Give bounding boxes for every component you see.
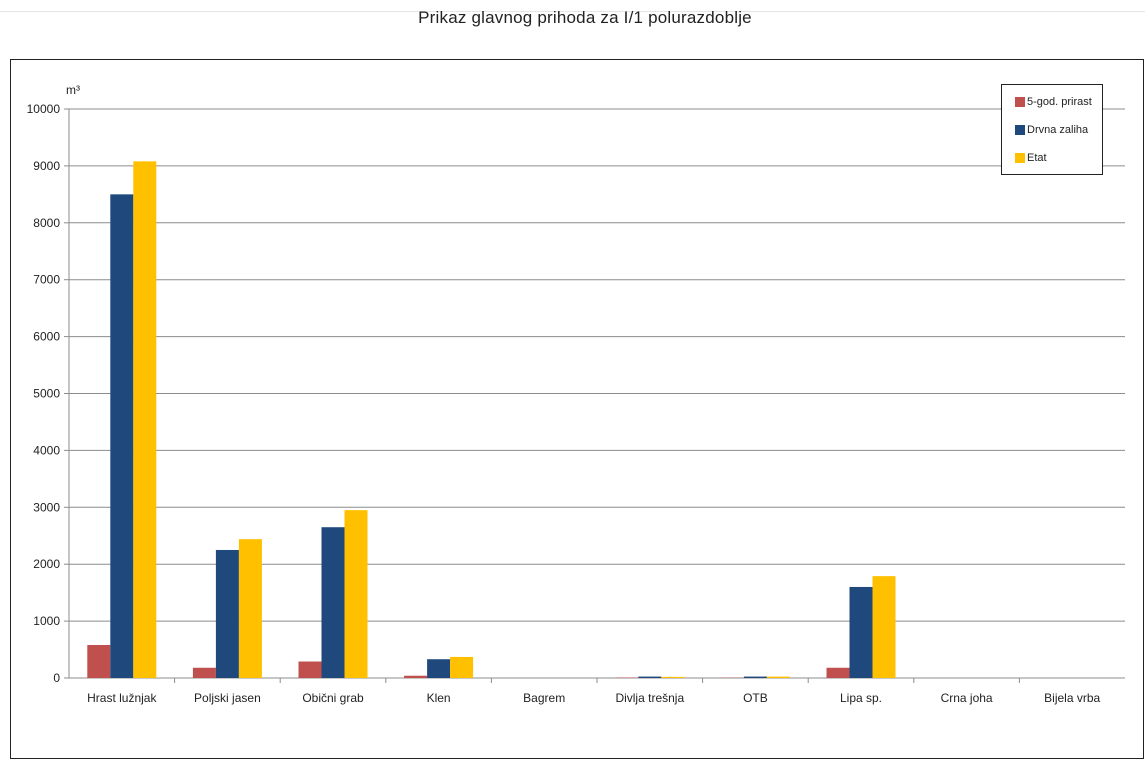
bar-etat	[133, 161, 156, 678]
y-tick-label: 3000	[33, 500, 60, 514]
y-tick-label: 7000	[33, 273, 60, 287]
legend-label: Etat	[1027, 152, 1047, 164]
legend-swatch	[1015, 125, 1025, 135]
bar-drvna-zaliha	[322, 527, 345, 678]
bar-drvna-zaliha	[850, 587, 873, 678]
legend-swatch	[1015, 153, 1025, 163]
bar-etat	[345, 510, 368, 678]
y-tick-label: 1000	[33, 614, 60, 628]
bar-drvna-zaliha	[110, 194, 133, 678]
legend-item-etat: Etat	[1015, 152, 1047, 164]
x-tick-label: Obični grab	[302, 691, 364, 705]
y-tick-label: 0	[53, 671, 60, 685]
x-tick-label: Lipa sp.	[840, 691, 882, 705]
bar-etat	[450, 657, 473, 678]
y-tick-label: 4000	[33, 443, 60, 457]
x-tick-label: Crna joha	[941, 691, 993, 705]
legend-swatch	[1015, 97, 1025, 107]
legend-item-prirast: 5-god. prirast	[1015, 96, 1092, 108]
bar-chart: 0 1000 2000 3000 4000 5000 6000 7000 8000 9000 100…	[0, 0, 1145, 734]
y-tick-label: 9000	[33, 159, 60, 173]
x-tick-label: OTB	[743, 691, 768, 705]
bar-etat	[767, 677, 790, 678]
y-tick-label: 2000	[33, 557, 60, 571]
legend-item-zaliha: Drvna zaliha	[1015, 124, 1088, 136]
x-tick-label: Poljski jasen	[194, 691, 261, 705]
x-tick-label: Divlja trešnja	[615, 691, 684, 705]
y-axis-label: m³	[66, 83, 80, 97]
y-tick-label: 6000	[33, 330, 60, 344]
bar-etat	[239, 539, 262, 678]
bar-5-god-prirast	[193, 668, 216, 678]
bar-5-god-prirast	[87, 645, 110, 678]
bar-5-god-prirast	[404, 676, 427, 678]
x-tick-label: Bagrem	[523, 691, 565, 705]
y-tick-label: 8000	[33, 216, 60, 230]
legend-label: Drvna zaliha	[1027, 124, 1088, 136]
bar-5-god-prirast	[827, 668, 850, 678]
bar-5-god-prirast	[299, 661, 322, 678]
bar-etat	[661, 677, 684, 678]
x-tick-label: Klen	[427, 691, 451, 705]
legend: 5-god. prirast Drvna zaliha Etat	[1001, 84, 1103, 175]
bar-drvna-zaliha	[427, 659, 450, 678]
bar-etat	[873, 576, 896, 678]
bar-drvna-zaliha	[638, 677, 661, 678]
bar-drvna-zaliha	[216, 550, 239, 678]
y-tick-label: 5000	[33, 387, 60, 401]
y-tick-label: 10000	[27, 102, 61, 116]
x-tick-label: Hrast lužnjak	[87, 691, 157, 705]
legend-label: 5-god. prirast	[1027, 96, 1092, 108]
x-tick-label: Bijela vrba	[1044, 691, 1100, 705]
bar-drvna-zaliha	[744, 677, 767, 678]
